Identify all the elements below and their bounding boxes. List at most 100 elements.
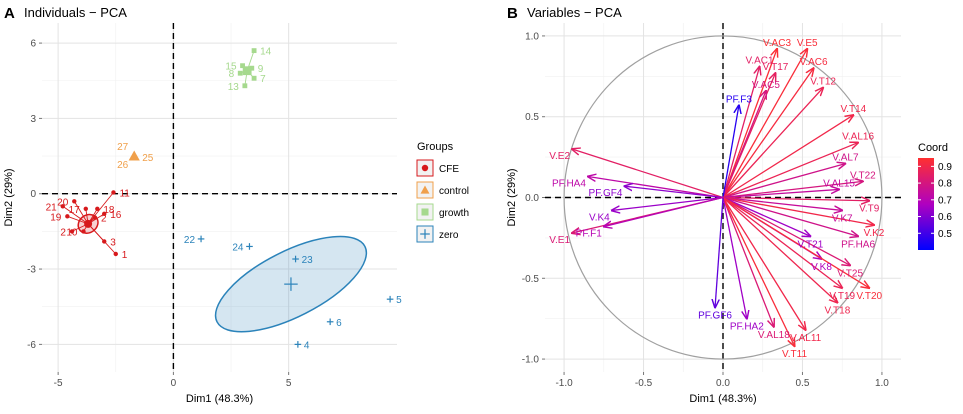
colorbar-tick-label: 0.6 xyxy=(938,212,952,223)
a-title: Individuals − PCA xyxy=(24,5,127,20)
group-zero-point-label: 24 xyxy=(232,242,244,253)
b-variable-label: V.T20 xyxy=(856,291,882,302)
group-growth-point xyxy=(242,83,248,89)
colorbar-coord: Coord 0.5 0.6 0.7 0.8 0.9 xyxy=(918,142,952,250)
group-control-point-label: 25 xyxy=(142,153,154,164)
b-x-tick-label: 0.0 xyxy=(716,378,730,389)
group-control-point-label: 27 xyxy=(117,142,129,153)
b-arrow-V.T12 xyxy=(722,88,823,198)
b-arrow-V.T22 xyxy=(722,181,863,199)
b-variable-label: PF.GF4 xyxy=(589,188,623,199)
b-unit-circle xyxy=(563,35,883,360)
group-CFE-point xyxy=(102,211,107,217)
b-variable-label: V.T21 xyxy=(798,239,824,250)
group-CFE-point xyxy=(72,199,77,204)
b-arrow-V.E2 xyxy=(572,149,724,199)
b-arrow-PF.HA6 xyxy=(722,196,858,237)
b-variable-label: V.AC6 xyxy=(800,57,828,68)
group-growth-point xyxy=(249,65,255,71)
b-variable-label: V.T12 xyxy=(810,77,836,88)
b-arrow-PF.HA2 xyxy=(722,197,747,319)
legend-label-CFE: CFE xyxy=(439,164,459,175)
b-x-tick-label: -1.0 xyxy=(555,378,573,389)
group-CFE-point-label: 17 xyxy=(69,205,81,216)
b-variable-label: V.T17 xyxy=(763,62,789,73)
group-growth-point xyxy=(237,70,243,76)
b-y-tick-label: 0.0 xyxy=(525,193,539,204)
group-zero-point-label: 5 xyxy=(396,295,402,306)
b-panel-label: B xyxy=(507,5,518,22)
b-arrow-V.T25 xyxy=(722,196,850,266)
b-arrow-PF.F1 xyxy=(604,196,724,227)
legend-key-CFE xyxy=(421,164,429,172)
group-zero-point xyxy=(294,341,302,348)
group-CFE-point-label: 19 xyxy=(50,212,62,223)
b-variable-label: V.AL18 xyxy=(758,330,790,341)
a-y-axis-label: Dim2 (29%) xyxy=(3,168,15,226)
group-CFE-point-label: 2 xyxy=(101,214,107,225)
group-CFE-point-label: 21 xyxy=(46,202,58,213)
a-x-tick-label: 0 xyxy=(171,378,177,389)
b-variable-label: V.AL11 xyxy=(790,333,822,344)
a-x-axis-label: Dim1 (48.3%) xyxy=(186,393,253,405)
a-x-tick-label: 5 xyxy=(286,378,292,389)
group-CFE-point xyxy=(92,215,98,220)
legend-label-zero: zero xyxy=(439,230,459,241)
b-title: Variables − PCA xyxy=(527,5,622,20)
group-growth-point-label: 15 xyxy=(225,62,237,73)
b-arrow-PF.GF4 xyxy=(624,186,724,199)
group-zero-point xyxy=(197,235,205,243)
group-CFE-point xyxy=(113,251,118,257)
colorbar-tick-label: 0.9 xyxy=(938,162,952,173)
a-x-tick-label: -5 xyxy=(54,378,63,389)
b-arrow-PF.GF6 xyxy=(715,197,724,308)
group-CFE-spoke xyxy=(73,201,89,225)
b-arrow-V.K2 xyxy=(722,196,874,225)
group-zero-point-label: 4 xyxy=(304,340,310,351)
b-y-tick-label: -0.5 xyxy=(522,274,540,285)
b-arrow-V.K7 xyxy=(722,196,842,211)
group-CFE-point xyxy=(95,206,100,211)
b-arrow-V.AC5 xyxy=(722,91,766,198)
group-zero-point xyxy=(292,255,299,263)
group-CFE-point xyxy=(111,190,116,195)
group-growth-centroid xyxy=(242,66,252,76)
group-CFE-point-label: 1 xyxy=(122,250,128,261)
colorbar-tick-label: 0.5 xyxy=(938,229,952,240)
legend-key-zero xyxy=(420,229,430,239)
b-variable-label: PF.GF6 xyxy=(698,310,732,321)
legend-key-control xyxy=(420,185,430,194)
group-CFE-point xyxy=(81,229,86,234)
group-CFE-point xyxy=(60,204,65,209)
a-y-tick-label: -3 xyxy=(27,265,36,276)
b-arrow-V.T21 xyxy=(722,196,810,237)
b-variable-label: V.T18 xyxy=(825,306,851,317)
group-growth-point xyxy=(251,48,257,54)
b-variable-label: PF.HA6 xyxy=(841,239,875,250)
group-growth-point-label: 7 xyxy=(260,74,266,85)
group-zero-point xyxy=(386,295,394,303)
b-arrow-V.T19 xyxy=(722,196,842,288)
group-zero-point-label: 22 xyxy=(184,235,196,246)
b-x-tick-label: -0.5 xyxy=(635,378,653,389)
b-x-axis-label: Dim1 (48.3%) xyxy=(689,393,756,405)
b-variable-label: V.K7 xyxy=(832,213,853,224)
b-arrow-V.AL7 xyxy=(722,164,845,199)
colorbar-title: Coord xyxy=(918,142,948,154)
group-control-point-label: 26 xyxy=(117,160,129,171)
group-CFE-point-label: 16 xyxy=(110,210,122,221)
colorbar-tick-label: 0.8 xyxy=(938,179,952,190)
b-variable-label: V.E5 xyxy=(797,38,818,49)
b-variable-label: V.T22 xyxy=(850,170,876,181)
panel-a: -5 0 5 -6 -3 0 3 6 A Individuals − PCA Dim1 (48.3%… xyxy=(3,5,402,405)
group-CFE-point-label: 20 xyxy=(57,197,69,208)
b-variable-label: V.E2 xyxy=(549,151,570,162)
group-growth-point xyxy=(240,63,245,69)
legend-key-growth xyxy=(421,208,429,216)
group-zero-centroid xyxy=(284,277,298,291)
b-variable-label: V.K2 xyxy=(864,228,885,239)
b-variable-label: V.K8 xyxy=(811,262,832,273)
group-CFE-point-label: 3 xyxy=(110,237,116,248)
b-variable-label: V.AC5 xyxy=(752,80,780,91)
